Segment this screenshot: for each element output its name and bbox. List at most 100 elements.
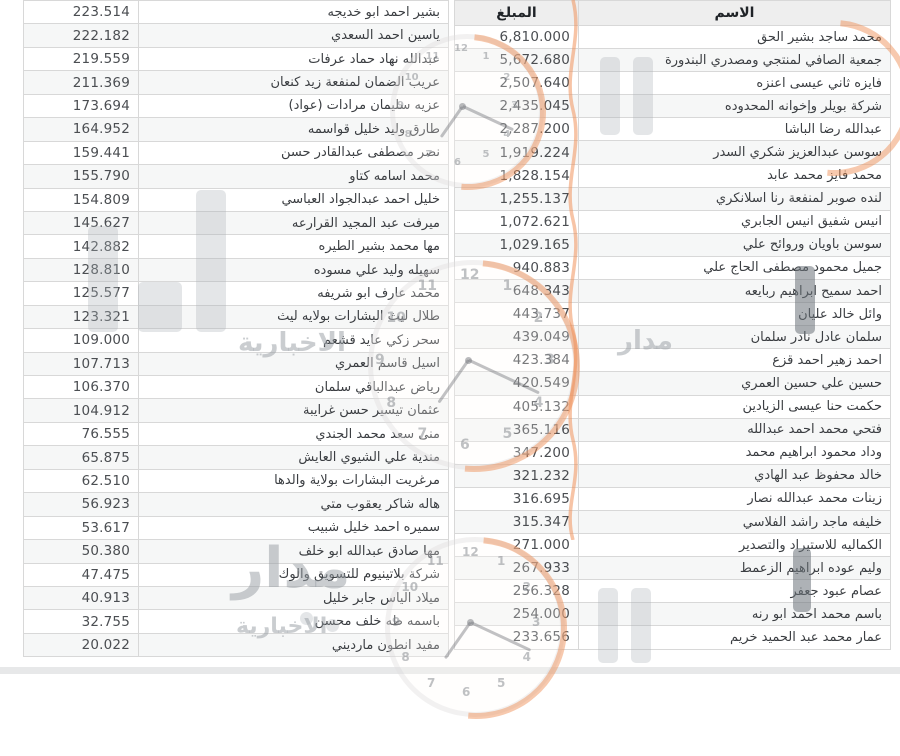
- header-row: الاسم المبلغ: [454, 0, 891, 26]
- payee-name-cell: فايزه ثاني عيسى اعنزه: [578, 71, 891, 96]
- table-row: خليل احمد عبدالجواد العباسي 154.809: [23, 187, 449, 212]
- payee-name-cell: وداد محمود ابراهيم محمد: [578, 440, 891, 465]
- amount-cell: 104.912: [23, 398, 139, 423]
- amount-cell: 109.000: [23, 328, 139, 353]
- amount-cell: 1,919.224: [454, 140, 579, 165]
- payee-name-cell: نصر مصطفى عبدالقادر حسن: [138, 140, 449, 166]
- amount-cell: 50.380: [23, 539, 139, 564]
- payee-name-cell: وليم عوده ابراهيم الزعمط: [578, 556, 891, 581]
- amount-cell: 316.695: [454, 486, 579, 511]
- watermark-clock-numeral: 6: [462, 685, 471, 699]
- payee-name-cell: رياض عبدالباقي سلمان: [138, 374, 449, 400]
- payee-name-cell: مها محمد بشير الطيره: [138, 234, 449, 259]
- amount-cell: 5,672.680: [454, 48, 579, 73]
- main-payees-table: الاسم المبلغ محمد ساجد بشير الحق 6,810.0…: [454, 0, 891, 650]
- payee-name-cell: عثمان تيسير حسن غرايبة: [138, 398, 449, 423]
- payee-name-cell: احمد زهير احمد قزع: [578, 348, 891, 373]
- payee-name-cell: فتحي محمد احمد عبدالله: [578, 417, 891, 442]
- payee-name-cell: خليل احمد عبدالجواد العباسي: [138, 187, 449, 212]
- payee-name-cell: حكمت حنا عيسى الزيادين: [578, 394, 891, 419]
- bottom-strip: [0, 667, 900, 674]
- amount-cell: 365.116: [454, 417, 579, 442]
- payee-name-cell: طارق وليد خليل قواسمه: [138, 117, 449, 142]
- amount-cell: 125.577: [23, 281, 139, 306]
- table-row: نصر مصطفى عبدالقادر حسن 159.441: [23, 140, 449, 166]
- payee-name-cell: عبدالله نهاد حماد عرفات: [138, 46, 449, 72]
- payee-name-cell: عريب الضمان لمنفعة زيد كنعان: [138, 70, 449, 95]
- amount-cell: 223.514: [23, 0, 139, 25]
- payee-name-cell: ميلاد الياس جابر خليل: [138, 585, 449, 611]
- table-row: طارق وليد خليل قواسمه 164.952: [23, 117, 449, 142]
- table-row: خليفه ماجد راشد الفلاسي 315.347: [454, 509, 891, 535]
- watermark-clock-numeral: 7: [427, 675, 436, 690]
- table-row: طلال ليث البشارات بولايه ليث 123.321: [23, 304, 449, 330]
- table-row: عبدالله نهاد حماد عرفات 219.559: [23, 46, 449, 72]
- table-row: انيس شفيق انيس الجابري 1,072.621: [454, 209, 891, 234]
- payee-name-cell: زينات محمد عبدالله نصار: [578, 486, 891, 511]
- payee-name-cell: محمد فايز محمد عابد: [578, 163, 891, 188]
- amount-column-header: المبلغ: [454, 0, 579, 26]
- payee-name-cell: جمعية الصافي لمنتجي ومصدري البندورة: [578, 48, 891, 73]
- table-row: اسيل قاسم العمري 107.713: [23, 351, 449, 377]
- amount-cell: 53.617: [23, 515, 139, 541]
- amount-cell: 443.737: [454, 302, 579, 327]
- table-row: خالد محفوظ عبد الهادي 321.232: [454, 463, 891, 488]
- payee-name-cell: سحر زكي عايد قشعم: [138, 328, 449, 353]
- amount-cell: 145.627: [23, 210, 139, 236]
- amount-cell: 62.510: [23, 468, 139, 494]
- table-row: عمار محمد عبد الحميد خريم 233.656: [454, 625, 891, 650]
- amount-cell: 439.049: [454, 325, 579, 350]
- payee-name-cell: ميرفت عبد المجيد القرارعه: [138, 210, 449, 236]
- table-row: لنده صوبر لمنفعة رنا اسلانكري 1,255.137: [454, 186, 891, 211]
- amount-cell: 648.343: [454, 279, 579, 304]
- payee-name-cell: اسيل قاسم العمري: [138, 351, 449, 377]
- payee-name-cell: سهيله وليد علي مسوده: [138, 257, 449, 283]
- amount-cell: 2,507.640: [454, 71, 579, 96]
- payee-name-cell: سوسن باويان وروائح علي: [578, 232, 891, 257]
- amount-cell: 423.384: [454, 348, 579, 373]
- table-row: مندية علي الشيوي العايش 65.875: [23, 445, 449, 470]
- payee-name-cell: طلال ليث البشارات بولايه ليث: [138, 304, 449, 330]
- table-row: محمد اسامه كتاو 155.790: [23, 164, 449, 189]
- table-row: محمد ساجد بشير الحق 6,810.000: [454, 24, 891, 50]
- table-row: رياض عبدالباقي سلمان 106.370: [23, 374, 449, 400]
- amount-cell: 142.882: [23, 234, 139, 259]
- table-row: زينات محمد عبدالله نصار 316.695: [454, 486, 891, 511]
- amount-cell: 159.441: [23, 140, 139, 166]
- payee-name-cell: سلمان عادل نادر سلمان: [578, 325, 891, 350]
- table-row: بشير احمد ابو خديجه 223.514: [23, 0, 449, 25]
- amount-cell: 106.370: [23, 374, 139, 400]
- table-row: وليم عوده ابراهيم الزعمط 267.933: [454, 556, 891, 581]
- payee-name-cell: سميره احمد خليل شبيب: [138, 515, 449, 541]
- payee-name-cell: مرغريت البشارات بولاية والدها: [138, 468, 449, 494]
- table-row: سميره احمد خليل شبيب 53.617: [23, 515, 449, 541]
- amount-cell: 173.694: [23, 93, 139, 119]
- payee-name-cell: حسين علي حسين العمري: [578, 371, 891, 396]
- right-table-body: محمد ساجد بشير الحق 6,810.000 جمعية الصا…: [454, 24, 891, 650]
- table-row: عريب الضمان لمنفعة زيد كنعان 211.369: [23, 70, 449, 95]
- amount-cell: 65.875: [23, 445, 139, 470]
- table-row: ميلاد الياس جابر خليل 40.913: [23, 585, 449, 611]
- payee-name-cell: شركة بويلر وإخوانه المحدوده: [578, 94, 891, 119]
- amount-cell: 47.475: [23, 562, 139, 587]
- payee-name-cell: جميل محمود مصطفى الحاج علي: [578, 255, 891, 281]
- amount-cell: 32.755: [23, 609, 139, 634]
- payee-name-cell: مندية علي الشيوي العايش: [138, 445, 449, 470]
- amount-cell: 315.347: [454, 509, 579, 535]
- payee-name-cell: محمد اسامه كتاو: [138, 164, 449, 189]
- table-row: سلمان عادل نادر سلمان 439.049: [454, 325, 891, 350]
- payee-name-cell: خليفه ماجد راشد الفلاسي: [578, 509, 891, 535]
- amount-cell: 1,255.137: [454, 186, 579, 211]
- table-row: محمد عارف ابو شريفه 125.577: [23, 281, 449, 306]
- payee-name-cell: ياسين احمد السعدي: [138, 23, 449, 48]
- payee-name-cell: شركة بلاتينيوم للتسويق والوك: [138, 562, 449, 587]
- payee-name-cell: انيس شفيق انيس الجابري: [578, 209, 891, 234]
- table-row: احمد سميح ابراهيم ربايعه 648.343: [454, 279, 891, 304]
- payee-name-cell: سوسن عبدالعزيز شكري السدر: [578, 140, 891, 165]
- right-table: الاسم المبلغ محمد ساجد بشير الحق 6,810.0…: [454, 0, 891, 650]
- amount-cell: 233.656: [454, 625, 579, 650]
- table-row: منى سعد محمد الجندي 76.555: [23, 421, 449, 447]
- amount-cell: 40.913: [23, 585, 139, 611]
- amount-cell: 155.790: [23, 164, 139, 189]
- table-row: وداد محمود ابراهيم محمد 347.200: [454, 440, 891, 465]
